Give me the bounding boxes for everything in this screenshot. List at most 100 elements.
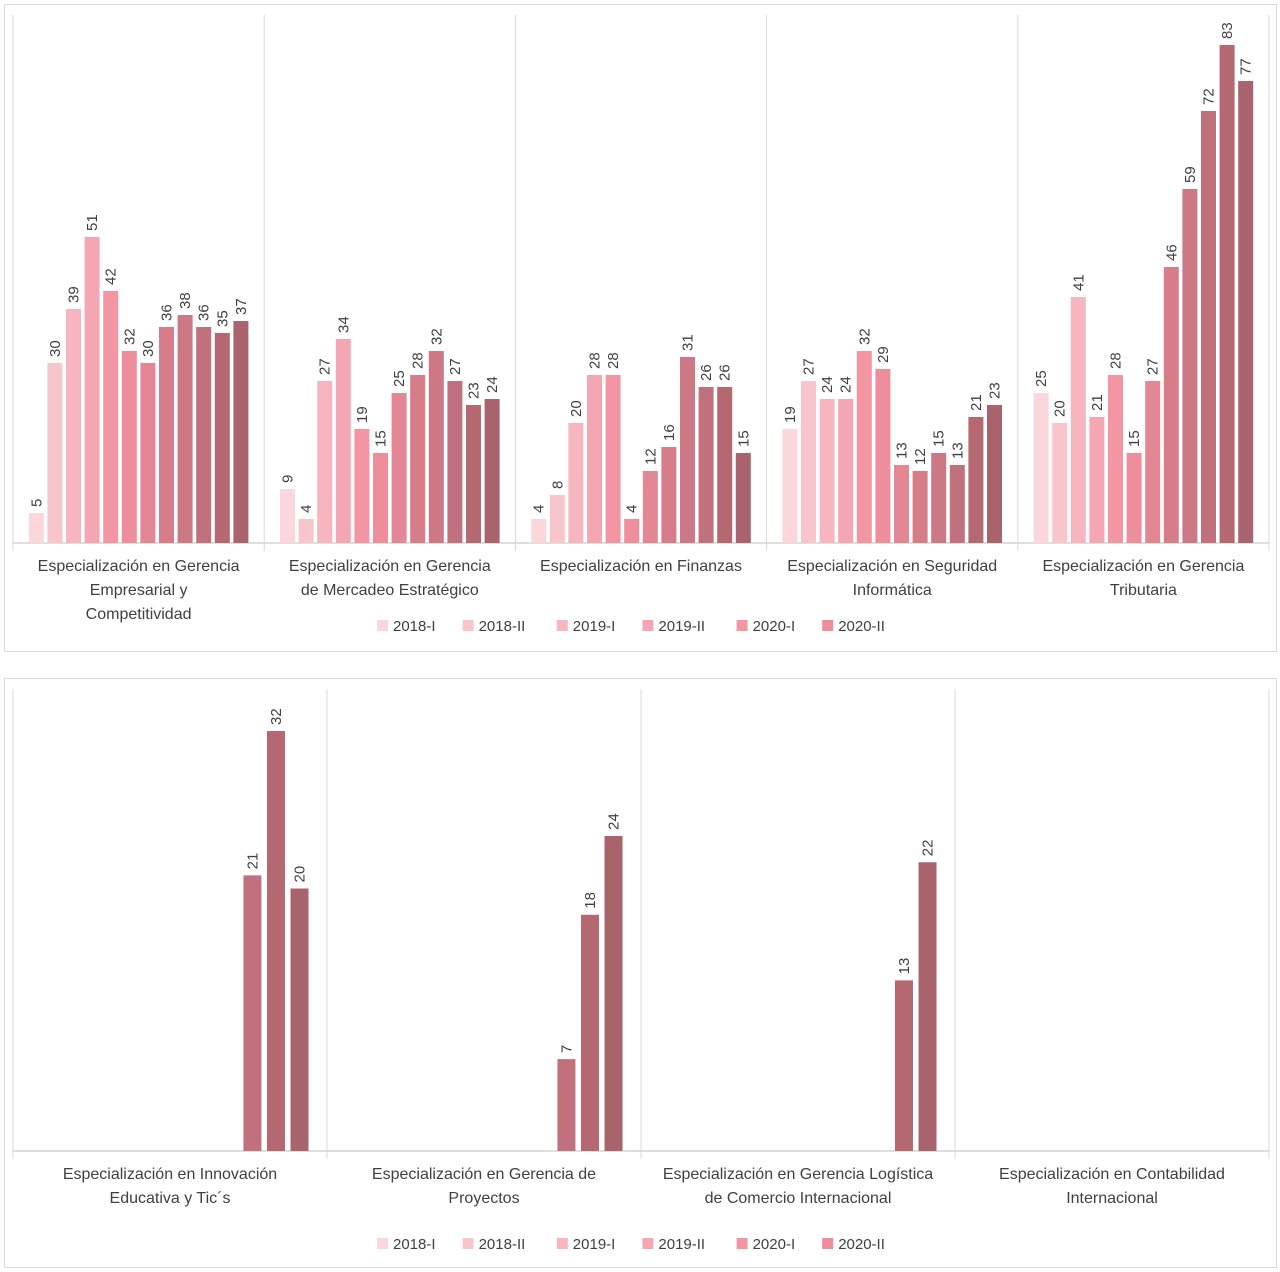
data-label: 13 — [894, 442, 911, 459]
bar — [1238, 81, 1254, 543]
bar — [698, 387, 714, 543]
legend-swatch — [462, 1238, 474, 1249]
bar — [912, 471, 928, 543]
data-label: 36 — [196, 304, 213, 321]
bottom-chart-panel: 21 32 20 Especialización en Innovación Educa… — [4, 678, 1277, 1268]
bar — [624, 519, 640, 543]
legend-swatch — [556, 620, 568, 631]
category-label: Especialización en Contabilidad — [999, 1166, 1225, 1183]
data-label: 18 — [582, 892, 599, 909]
legend-label: 2020-II — [838, 618, 885, 635]
data-label: 8 — [549, 481, 566, 489]
data-label: 72 — [1201, 88, 1218, 105]
bar — [949, 465, 965, 543]
data-label: 46 — [1163, 244, 1180, 261]
data-label: 27 — [801, 358, 818, 375]
legend-label: 2019-II — [658, 1236, 705, 1253]
category-label: Tributaria — [1110, 582, 1177, 599]
data-label: 16 — [661, 424, 678, 441]
data-label: 83 — [1219, 22, 1236, 39]
bar — [1219, 45, 1235, 543]
data-label: 15 — [931, 430, 948, 447]
data-label: 4 — [531, 505, 548, 513]
legend-label: 2019-I — [573, 1236, 616, 1253]
data-label: 15 — [373, 430, 390, 447]
category-label: de Mercadeo Estratégico — [301, 582, 479, 599]
legend-label: 2018-I — [393, 618, 436, 635]
bar — [680, 357, 695, 543]
bar — [717, 387, 733, 543]
data-label: 35 — [214, 310, 231, 327]
bar — [918, 862, 937, 1151]
bar — [447, 381, 463, 543]
bar — [1182, 189, 1198, 543]
bar — [661, 447, 677, 543]
bottom-bar-chart: 21 32 20 Especialización en Innovación Educa… — [12, 689, 1270, 1253]
data-label: 7 — [558, 1045, 575, 1053]
bar — [373, 453, 388, 543]
legend-swatch — [736, 620, 748, 631]
bar — [1033, 393, 1049, 543]
bar — [605, 375, 621, 543]
legend-label: 2019-I — [573, 618, 616, 635]
data-label: 26 — [698, 364, 715, 381]
data-label: 28 — [587, 352, 604, 369]
data-label: 36 — [159, 304, 176, 321]
data-label: 25 — [391, 370, 408, 387]
data-label: 26 — [717, 364, 734, 381]
bar — [875, 369, 891, 543]
category-label: Especialización en Gerencia Logística — [663, 1166, 933, 1183]
bar — [987, 405, 1002, 543]
data-label: 37 — [233, 298, 250, 315]
data-label: 32 — [856, 328, 873, 345]
bar — [1145, 381, 1161, 543]
legend-label: 2018-II — [479, 1236, 526, 1253]
legend-swatch — [556, 1238, 568, 1249]
data-label: 4 — [298, 505, 315, 513]
data-label: 42 — [103, 268, 120, 285]
data-label: 21 — [968, 394, 985, 411]
data-label: 24 — [838, 376, 855, 393]
bar — [549, 495, 565, 543]
bar — [1163, 267, 1179, 543]
data-label: 20 — [292, 866, 309, 883]
bar — [391, 393, 407, 543]
category-label: Educativa y Tic´s — [110, 1190, 231, 1207]
category-label: Competitividad — [86, 606, 192, 623]
bar — [801, 381, 816, 543]
bar — [1108, 375, 1123, 543]
data-label: 21 — [244, 853, 261, 870]
data-label: 21 — [1089, 394, 1106, 411]
legend-label: 2019-II — [658, 618, 705, 635]
data-label: 24 — [819, 376, 836, 393]
category-label: Internacional — [1066, 1190, 1158, 1207]
top-chart-panel: 5 30 39 51 42 32 30 36 38 36 35 37 Especialización e… — [4, 4, 1277, 652]
legend-swatch — [642, 1238, 654, 1249]
category-label: de Comercio Internacional — [705, 1190, 892, 1207]
legend-swatch — [462, 620, 474, 631]
data-label: 27 — [1145, 358, 1162, 375]
bar — [140, 363, 156, 543]
bar — [214, 333, 230, 543]
bar — [782, 429, 798, 543]
category-label: Especialización en Innovación — [63, 1166, 277, 1183]
data-label: 23 — [466, 382, 483, 399]
legend-label: 2020-I — [753, 618, 796, 635]
data-label: 15 — [1126, 430, 1143, 447]
data-label: 24 — [484, 376, 501, 393]
legend-swatch — [822, 620, 834, 631]
bar — [856, 351, 872, 543]
data-label: 25 — [1033, 370, 1050, 387]
legend-swatch — [377, 620, 388, 631]
data-label: 39 — [66, 286, 83, 303]
data-label: 51 — [84, 214, 101, 231]
data-label: 31 — [680, 334, 697, 351]
data-label: 59 — [1182, 166, 1199, 183]
data-label: 19 — [782, 406, 799, 423]
data-label: 30 — [140, 340, 157, 357]
legend-swatch — [736, 1238, 748, 1249]
bar — [931, 453, 947, 543]
data-label: 5 — [28, 499, 45, 507]
data-label: 24 — [606, 813, 623, 830]
bar — [484, 399, 500, 543]
